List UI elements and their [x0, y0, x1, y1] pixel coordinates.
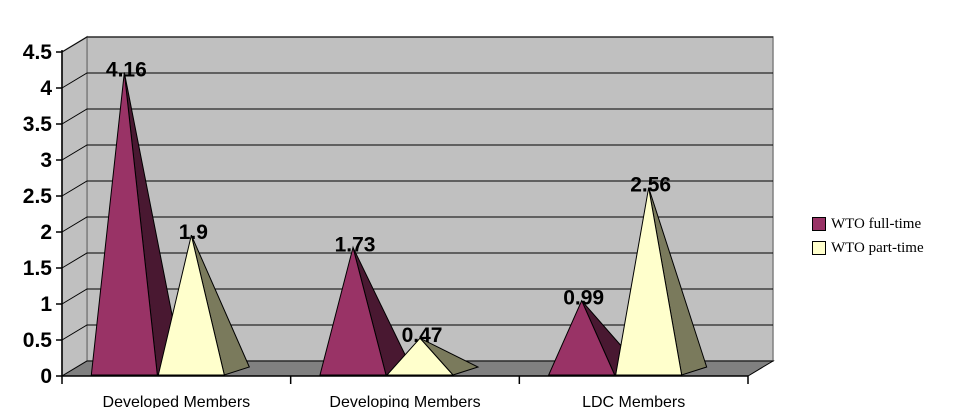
y-axis-ticks: 0 0.5 1 1.5 2 2.5 3 3.5 4 4.5	[23, 41, 62, 388]
data-cones	[90, 72, 708, 376]
gridline	[61, 144, 773, 161]
full-time-cone	[319, 245, 387, 376]
data-label: 0.99	[563, 287, 604, 310]
y-tick-label: 0.5	[23, 329, 53, 352]
part-time-cone	[157, 235, 225, 376]
data-label: 1.9	[179, 221, 208, 244]
gridline	[61, 216, 773, 233]
side-wall	[61, 35, 88, 378]
full-time-cone	[547, 299, 616, 376]
y-tick-label: 2.5	[23, 185, 53, 208]
y-tick-label: 4	[40, 77, 52, 100]
x-tick-label: Developed Members	[103, 394, 251, 408]
gridline	[61, 252, 773, 269]
x-axis-ticks: Developed Members Developing Members LDC M…	[61, 376, 749, 408]
gridline	[61, 324, 773, 341]
part-time-cone	[615, 187, 683, 376]
legend-label-full-time: WTO full-time	[831, 215, 922, 232]
y-tick-label: 4.5	[23, 41, 53, 64]
data-labels: 4.16 1.73 0.99 1.9 0.47 2.56	[106, 58, 671, 347]
gridline	[61, 180, 773, 197]
legend-item-full-time: WTO full-time	[812, 212, 963, 236]
gridline	[61, 36, 773, 53]
y-tick-label: 1.5	[23, 257, 53, 280]
y-tick-label: 0	[40, 365, 52, 388]
gridlines	[61, 36, 773, 341]
data-label: 0.47	[402, 324, 443, 347]
legend-label-part-time: WTO part-time	[831, 239, 924, 256]
legend: WTO full-time WTO part-time	[812, 212, 963, 264]
part-time-cone	[385, 337, 455, 376]
gridline	[61, 72, 773, 89]
x-tick-label: LDC Members	[582, 394, 685, 408]
data-label: 1.73	[335, 233, 376, 256]
x-tick-label: Developing Members	[329, 394, 480, 408]
y-tick-label: 3.5	[23, 113, 53, 136]
legend-swatch-part-time	[812, 241, 826, 255]
axes	[61, 50, 748, 377]
data-label: 4.16	[106, 58, 147, 81]
y-tick-label: 2	[40, 221, 52, 244]
gridline	[61, 108, 773, 125]
legend-swatch-full-time	[812, 217, 826, 231]
y-tick-label: 3	[40, 149, 52, 172]
gridline	[61, 288, 773, 305]
legend-item-part-time: WTO part-time	[812, 236, 963, 260]
full-time-cone	[90, 72, 158, 376]
data-label: 2.56	[630, 174, 671, 197]
y-tick-label: 1	[40, 293, 52, 316]
